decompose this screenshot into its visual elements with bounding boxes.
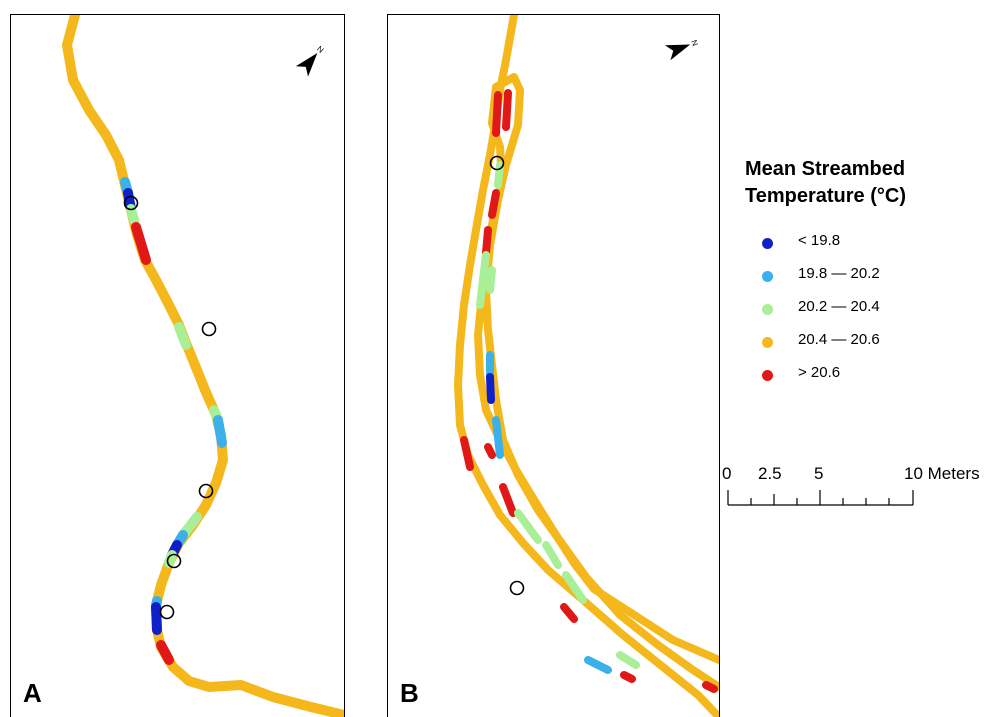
legend-label: 20.2 — 20.4 — [798, 298, 880, 315]
legend-item: > 20.6 — [745, 360, 985, 393]
scale-label-0: 0 — [722, 464, 732, 483]
sample-site-marker — [166, 553, 182, 569]
legend-title-line2: Temperature (°C) — [745, 185, 906, 207]
map-panel-b: N B — [387, 14, 720, 717]
legend-swatch — [762, 337, 773, 348]
legend-item: 20.2 — 20.4 — [745, 294, 985, 327]
sample-site-marker — [509, 580, 525, 596]
legend-swatch — [762, 238, 773, 249]
temperature-legend: Mean Streambed Temperature (°C) < 19.8 1… — [745, 156, 985, 393]
north-arrow-a: N — [295, 44, 326, 77]
sample-site-marker — [198, 483, 214, 499]
legend-swatch — [762, 271, 773, 282]
map-b-canvas: N — [454, 15, 719, 717]
scale-label-5: 5 — [814, 464, 824, 483]
legend-title-line1: Mean Streambed — [745, 158, 906, 180]
scale-bar-graphic — [727, 490, 914, 506]
stream-color-segments-b — [460, 89, 718, 693]
scale-label-2-5: 2.5 — [758, 464, 782, 483]
panel-label-a: A — [23, 678, 42, 708]
map-panel-a: N A — [10, 14, 345, 717]
legend-title: Mean Streambed Temperature (°C) — [745, 156, 985, 210]
svg-text:N: N — [689, 39, 700, 48]
scale-bar: 0 2.5 5 10 Meters — [718, 460, 995, 520]
legend-label: > 20.6 — [798, 364, 841, 381]
sample-site-marker — [159, 604, 175, 620]
sample-site-marker — [201, 321, 217, 337]
legend-label: 20.4 — 20.6 — [798, 331, 880, 348]
svg-text:N: N — [315, 44, 325, 55]
scale-label-10-meters: 10 Meters — [904, 464, 980, 483]
legend-label: < 19.8 — [798, 232, 841, 249]
legend-item: 20.4 — 20.6 — [745, 327, 985, 360]
legend-swatch — [762, 304, 773, 315]
legend-list: < 19.8 19.8 — 20.2 20.2 — 20.4 20.4 — 20… — [745, 228, 985, 393]
legend-item: < 19.8 — [745, 228, 985, 261]
north-arrow-b: N — [664, 39, 700, 61]
sample-site-marker — [489, 155, 505, 171]
stream-color-segments-a — [120, 177, 227, 665]
legend-swatch — [762, 370, 773, 381]
map-a-canvas: N — [62, 15, 344, 717]
legend-item: 19.8 — 20.2 — [745, 261, 985, 294]
legend-label: 19.8 — 20.2 — [798, 265, 880, 282]
stream-line-a — [62, 15, 344, 717]
sample-site-marker — [123, 195, 139, 211]
panel-label-b: B — [400, 678, 419, 708]
sample-sites-a — [123, 195, 217, 620]
sample-sites-b — [489, 155, 525, 596]
